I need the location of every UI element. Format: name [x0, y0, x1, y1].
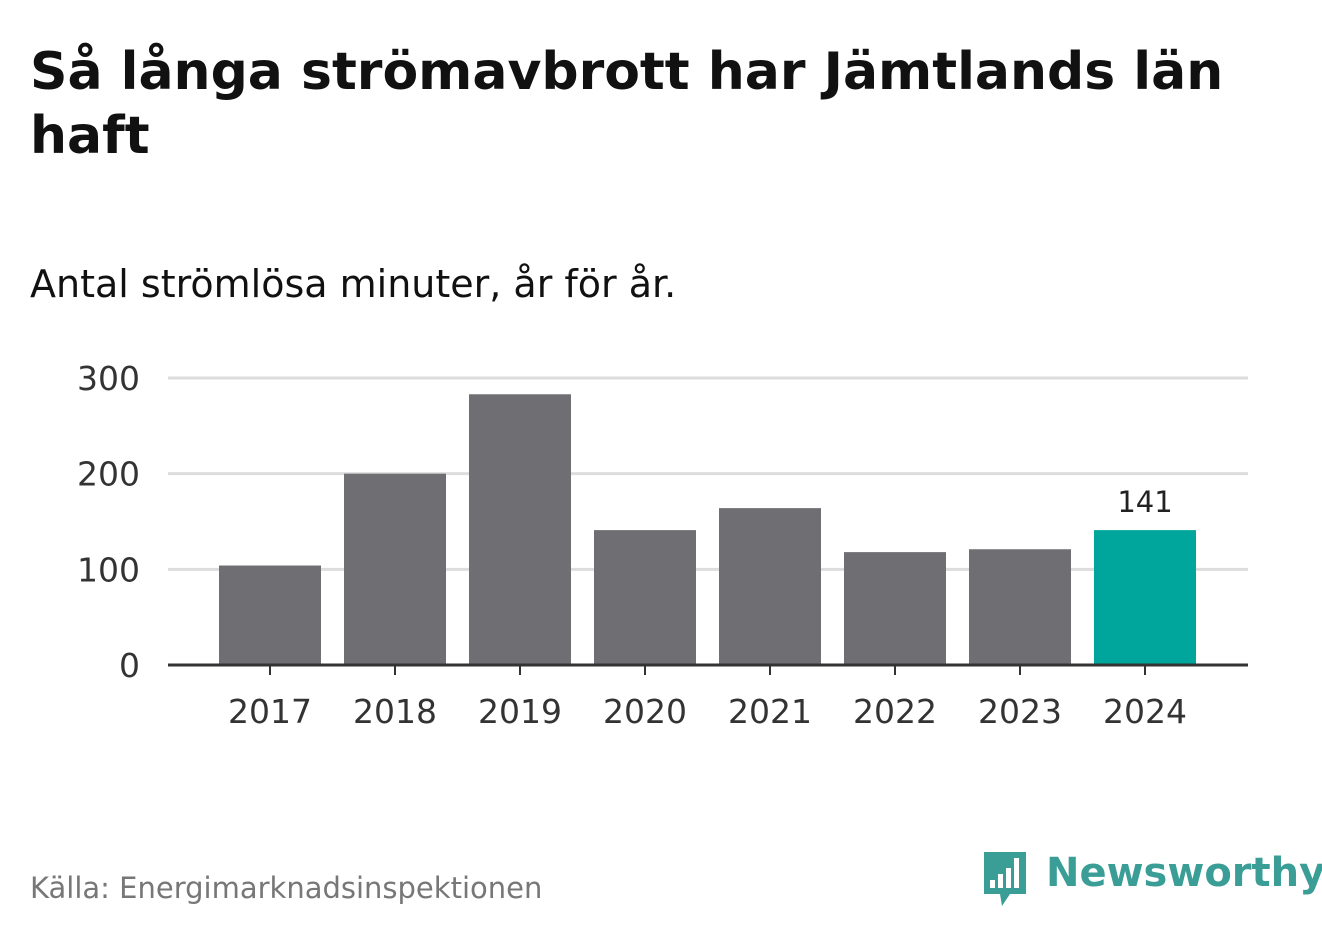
- x-tick-label: 2022: [853, 692, 937, 731]
- brand-logo-block: Newsworthy: [980, 848, 1322, 910]
- bar-chart-speech-bubble-icon: [984, 852, 1026, 906]
- x-tick-label: 2020: [603, 692, 687, 731]
- x-tick-label: 2024: [1103, 692, 1187, 731]
- x-tick-label: 2018: [353, 692, 437, 731]
- y-tick-label: 200: [77, 455, 140, 494]
- chart-title: Så långa strömavbrott har Jämtlands län …: [30, 42, 1224, 166]
- bar-2018: [344, 473, 446, 665]
- bar-2023: [969, 549, 1071, 665]
- bar-2024: [1094, 530, 1196, 665]
- x-tick-label: 2017: [228, 692, 312, 731]
- y-tick-label: 300: [77, 359, 140, 398]
- y-tick-label: 0: [119, 646, 140, 685]
- bar-chart: 0 100 200 300 2017 2018 2019 2020 2021 2022 2023 20…: [77, 359, 1248, 731]
- chart-subtitle: Antal strömlösa minuter, år för år.: [30, 262, 677, 306]
- x-tick-label: 2021: [728, 692, 812, 731]
- y-tick-label: 100: [77, 550, 140, 589]
- x-tick-label: 2023: [978, 692, 1062, 731]
- bar-2020: [594, 530, 696, 665]
- data-label: 141: [1117, 485, 1172, 519]
- bar-2021: [719, 508, 821, 665]
- bar-2017: [219, 565, 321, 665]
- x-tick-label: 2019: [478, 692, 562, 731]
- bar-2022: [844, 552, 946, 665]
- source-note: Källa: Energimarknadsinspektionen: [30, 871, 543, 905]
- bar-2019: [469, 394, 571, 665]
- brand-name: Newsworthy: [1046, 850, 1322, 896]
